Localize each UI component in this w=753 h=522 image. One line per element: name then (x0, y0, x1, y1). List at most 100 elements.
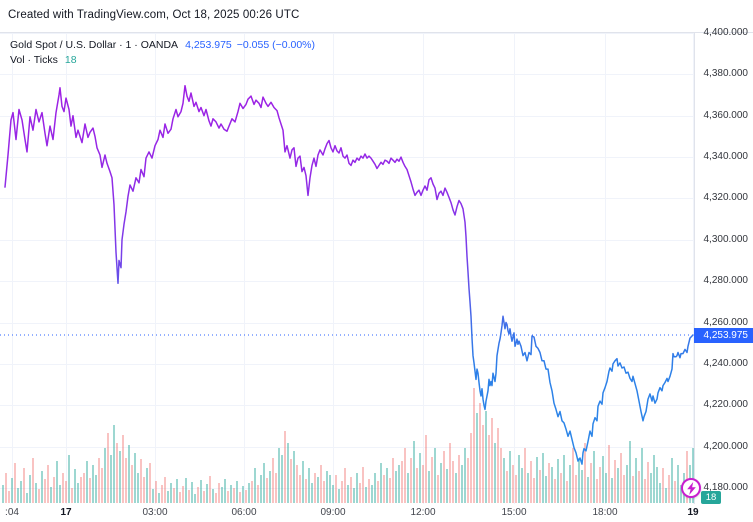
volume-bar (263, 463, 265, 503)
volume-bar (95, 475, 97, 503)
volume-bar (494, 443, 496, 503)
volume-bar (233, 488, 235, 503)
volume-bar (332, 485, 334, 503)
volume-bar (644, 479, 646, 503)
volume-bar (224, 479, 226, 503)
volume-bar (260, 475, 262, 503)
volume-bar (122, 435, 124, 503)
volume-bar (392, 458, 394, 503)
volume-bar (173, 488, 175, 503)
volume-bar (101, 468, 103, 503)
volume-bar (188, 490, 190, 503)
price-axis-label: 4,400.000 (703, 27, 749, 38)
time-axis-label: 19 (687, 507, 699, 518)
volume-bar (209, 476, 211, 503)
price-axis[interactable]: 4,400.000 4,380.000 4,360.000 4,340.000 4,32… (694, 27, 753, 504)
volume-bar (227, 491, 229, 503)
volume-bar (500, 448, 502, 503)
volume-bar (380, 463, 382, 503)
time-axis-label: 03:00 (142, 507, 168, 518)
volume-bar (389, 478, 391, 503)
price-axis-label: 4,340.000 (703, 151, 749, 163)
volume-bar (668, 475, 670, 503)
volume-bar (203, 491, 205, 503)
volume-bar (326, 471, 328, 503)
volume-bar (56, 461, 58, 503)
legend-last-price: 4,253.975 (185, 39, 232, 51)
volume-bar (80, 477, 82, 503)
volume-bar (641, 448, 643, 503)
attribution-text: Created with TradingView.com, Oct 18, 20… (8, 9, 300, 21)
volume-bar (629, 441, 631, 503)
volume-bar (527, 473, 529, 503)
volume-bar (212, 489, 214, 503)
volume-bar (584, 443, 586, 503)
volume-bar (434, 448, 436, 503)
volume-bar (119, 451, 121, 503)
volume-bar (599, 467, 601, 503)
volume-bar (416, 468, 418, 503)
volume-bar (17, 488, 19, 503)
volume-bar (272, 458, 274, 503)
volume-bar (194, 494, 196, 503)
volume-bar (353, 488, 355, 503)
volume-indicator-label: Vol · Ticks (10, 54, 58, 66)
volume-bar (473, 388, 475, 503)
volume-bar (254, 468, 256, 503)
volume-bar (554, 479, 556, 503)
time-axis-label: :04 (5, 507, 19, 518)
volume-bar (452, 461, 454, 503)
volume-bar (149, 463, 151, 503)
volume-bar (509, 451, 511, 503)
volume-bar (674, 481, 676, 503)
volume-bar (386, 468, 388, 503)
volume-bar (383, 475, 385, 503)
volume-bar (596, 479, 598, 503)
volume-bar (410, 458, 412, 503)
volume-bar (656, 467, 658, 503)
volume-bar (617, 468, 619, 503)
volume-bar (41, 471, 43, 503)
volume-bar (86, 461, 88, 503)
volume-bar (329, 475, 331, 503)
price-line-series (4, 84, 694, 465)
volume-bar (515, 475, 517, 503)
volume-bar (335, 475, 337, 503)
price-axis-label: 4,380.000 (703, 68, 749, 80)
volume-bar (83, 473, 85, 503)
volume-bar (167, 491, 169, 503)
volume-bar (530, 461, 532, 503)
volume-bar (446, 469, 448, 503)
volume-bar (359, 483, 361, 503)
volume-bar (248, 483, 250, 503)
volume-bar (593, 451, 595, 503)
volume-bar (362, 467, 364, 503)
volume-bar (164, 477, 166, 503)
volume-bar (5, 473, 7, 503)
time-axis[interactable]: :04 17 03:00 06:00 09:00 12:00 15:00 18:00 19 (0, 504, 753, 522)
time-axis-label: 15:00 (501, 507, 527, 518)
volume-bar (542, 453, 544, 503)
volume-bar (563, 455, 565, 503)
volume-bar (152, 489, 154, 503)
volume-bar (206, 484, 208, 503)
volume-bar (89, 478, 91, 503)
volume-bar (182, 486, 184, 503)
volume-bar (230, 485, 232, 503)
symbol-description: Gold Spot / U.S. Dollar · 1 · OANDA (10, 39, 179, 51)
volume-bar (8, 491, 10, 503)
time-axis-label: 09:00 (320, 507, 346, 518)
volume-bar (347, 485, 349, 503)
volume-bar (533, 478, 535, 503)
volume-bar (428, 471, 430, 503)
volume-bar (281, 455, 283, 503)
time-axis-label: 17 (60, 507, 72, 518)
volume-bar (575, 475, 577, 503)
volume-bar (512, 465, 514, 503)
tradingview-flash-button[interactable] (681, 478, 701, 498)
volume-bar (365, 487, 367, 503)
time-axis-label: 18:00 (592, 507, 618, 518)
volume-bar (221, 487, 223, 503)
volume-bar (287, 443, 289, 503)
